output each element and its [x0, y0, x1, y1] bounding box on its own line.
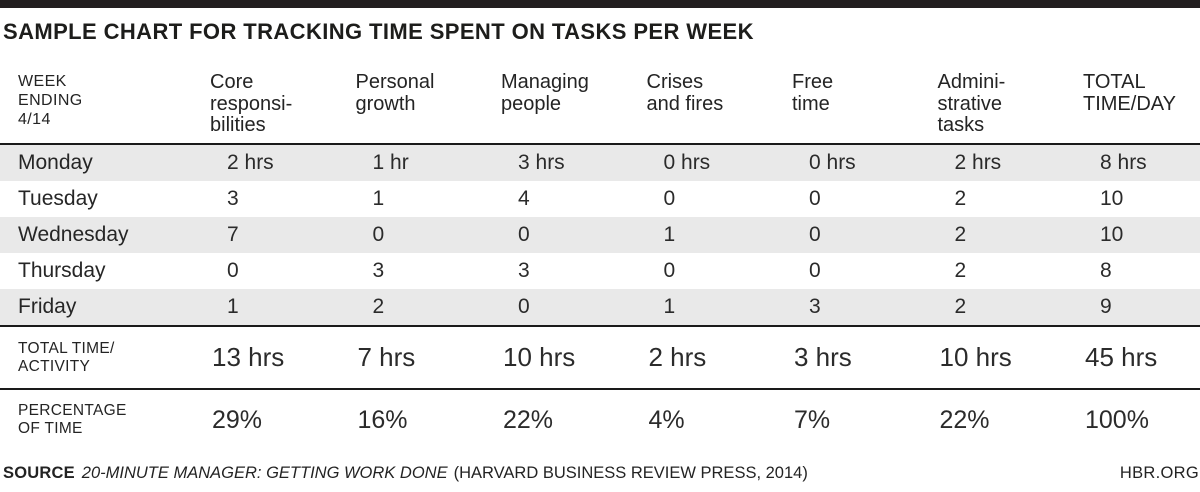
cell-value: 1 hr: [372, 151, 409, 174]
cell-value: 10 hrs: [503, 342, 576, 372]
cell-value: 1: [663, 295, 676, 318]
cell-value: 0 hrs: [809, 151, 856, 174]
column-header-personal-growth: Personal growth: [355, 71, 435, 115]
table-row-wednesday: Wednesday 7 0 0 1 0 2 10: [0, 217, 1200, 253]
cell-value: 0: [518, 223, 530, 246]
cell-value: 22%: [503, 405, 554, 434]
cell-value: 2 hrs: [954, 151, 1002, 174]
cell-value: 10: [1100, 223, 1124, 246]
source-publisher: (HARVARD BUSINESS REVIEW PRESS, 2014): [453, 464, 808, 482]
cell-value: 0: [809, 223, 821, 246]
column-header-free-time: Free time: [792, 71, 834, 115]
column-header-administrative-tasks: Admini- strative tasks: [937, 71, 1006, 136]
cell-value: 10: [1100, 187, 1124, 210]
cell-value: 0: [518, 295, 530, 318]
row-label: Thursday: [18, 259, 106, 282]
table-header-row: WEEK ENDING 4/14 Core responsi- bilities…: [0, 45, 1200, 145]
footer: SOURCE 20-MINUTE MANAGER: GETTING WORK DO…: [0, 450, 1200, 483]
table-row-total-time-activity: TOTAL TIME/ ACTIVITY 13 hrs 7 hrs 10 hrs…: [0, 325, 1200, 388]
cell-value: 2 hrs: [227, 151, 274, 174]
cell-value: 8: [1100, 259, 1112, 282]
cell-value: 2: [954, 259, 967, 282]
cell-value: 3 hrs: [518, 151, 565, 174]
cell-value: 4%: [648, 405, 685, 434]
page-title: SAMPLE CHART FOR TRACKING TIME SPENT ON …: [3, 19, 754, 44]
cell-value: 100%: [1085, 405, 1149, 434]
row-label: Friday: [18, 295, 77, 318]
table-row-tuesday: Tuesday 3 1 4 0 0 2 10: [0, 181, 1200, 217]
cell-value: 16%: [357, 405, 408, 434]
cell-value: 3: [809, 295, 821, 318]
cell-value: 2: [954, 223, 967, 246]
cell-value: 2: [372, 295, 385, 318]
cell-value: 3 hrs: [794, 342, 852, 372]
cell-value: 0: [663, 259, 676, 282]
cell-value: 0: [809, 187, 821, 210]
cell-value: 0 hrs: [663, 151, 711, 174]
cell-value: 2: [954, 187, 967, 210]
table-row-thursday: Thursday 0 3 3 0 0 2 8: [0, 253, 1200, 289]
hbr-org-link[interactable]: HBR.ORG: [1119, 464, 1199, 482]
row-label: PERCENTAGE OF TIME: [18, 402, 127, 437]
cell-value: 22%: [939, 405, 990, 434]
cell-value: 1: [372, 187, 385, 210]
column-header-managing-people: Managing people: [501, 71, 589, 115]
cell-value: 9: [1100, 295, 1112, 318]
cell-value: 3: [518, 259, 530, 282]
cell-value: 0: [227, 259, 239, 282]
cell-value: 45 hrs: [1085, 342, 1158, 372]
cell-value: 10 hrs: [939, 342, 1012, 372]
cell-value: 3: [227, 187, 239, 210]
cell-value: 7%: [794, 405, 831, 434]
table-row-percentage-of-time: PERCENTAGE OF TIME 29% 16% 22% 4% 7% 22%…: [0, 388, 1200, 450]
cell-value: 7: [227, 223, 239, 246]
cell-value: 3: [372, 259, 385, 282]
cell-value: 8 hrs: [1100, 151, 1147, 174]
row-label: Monday: [18, 151, 93, 174]
column-header-crises-and-fires: Crises and fires: [646, 71, 724, 115]
source-title: 20-MINUTE MANAGER: GETTING WORK DONE: [81, 464, 448, 482]
cell-value: 29%: [212, 405, 263, 434]
cell-value: 1: [227, 295, 239, 318]
row-label: Tuesday: [18, 187, 98, 210]
cell-value: 0: [663, 187, 676, 210]
column-header-total-time-day: TOTAL TIME/DAY: [1083, 71, 1176, 115]
table-row-friday: Friday 1 2 0 1 3 2 9: [0, 289, 1200, 325]
source-attribution: SOURCE 20-MINUTE MANAGER: GETTING WORK DO…: [3, 464, 808, 483]
top-accent-bar: [0, 0, 1200, 8]
cell-value: 1: [663, 223, 676, 246]
cell-value: 2: [954, 295, 967, 318]
cell-value: 2 hrs: [648, 342, 707, 372]
cell-value: 0: [809, 259, 821, 282]
column-header-core-responsibilities: Core responsi- bilities: [210, 71, 293, 136]
cell-value: 13 hrs: [212, 342, 285, 372]
row-label: TOTAL TIME/ ACTIVITY: [18, 339, 115, 375]
row-label: Wednesday: [18, 223, 129, 246]
cell-value: 4: [518, 187, 530, 210]
cell-value: 0: [372, 223, 385, 246]
week-ending-label: WEEK ENDING 4/14: [18, 73, 83, 128]
source-label: SOURCE: [3, 464, 75, 482]
table-row-monday: Monday 2 hrs 1 hr 3 hrs 0 hrs 0 hrs 2 hr…: [0, 145, 1200, 181]
cell-value: 7 hrs: [357, 342, 416, 372]
